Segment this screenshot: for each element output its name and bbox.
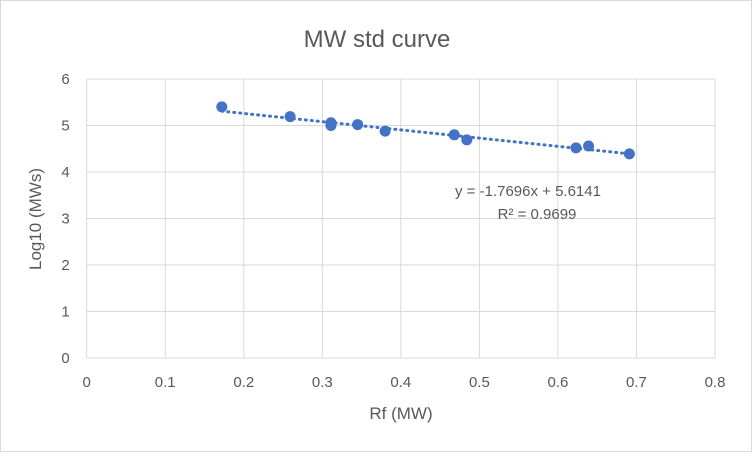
- data-point: [352, 119, 364, 131]
- x-tick-label: 0.3: [312, 374, 333, 391]
- x-tick-label: 0: [83, 374, 91, 391]
- chart-title: MW std curve: [304, 26, 451, 53]
- x-tick-label: 0.2: [233, 374, 254, 391]
- x-tick-label: 0.1: [155, 374, 176, 391]
- tick-labels: 0 0.1 0.2 0.3 0.4 0.5 0.6 0.7 0.8 0 1 2 3 4 5 6: [61, 71, 725, 391]
- y-tick-label: 6: [61, 71, 69, 88]
- y-tick-label: 2: [61, 257, 69, 274]
- x-tick-label: 0.8: [705, 374, 726, 391]
- data-point: [216, 101, 228, 113]
- x-tick-label: 0.4: [390, 374, 411, 391]
- trendline-r2: R² = 0.9699: [498, 206, 577, 223]
- data-point: [583, 140, 595, 152]
- x-tick-label: 0.7: [626, 374, 647, 391]
- x-tick-label: 0.6: [547, 374, 568, 391]
- data-point: [461, 134, 473, 146]
- x-axis-label: Rf (MW): [369, 404, 432, 423]
- data-point: [448, 129, 460, 141]
- data-point: [570, 142, 582, 154]
- data-point: [379, 125, 391, 137]
- y-tick-label: 3: [61, 211, 69, 228]
- gridlines: [86, 78, 716, 359]
- y-tick-label: 0: [61, 350, 69, 367]
- trendline-equation: y = -1.7696x + 5.6141: [455, 183, 601, 200]
- data-points: [216, 101, 635, 160]
- trendline: [220, 109, 631, 156]
- y-tick-label: 4: [61, 164, 69, 181]
- y-tick-label: 5: [61, 118, 69, 135]
- data-point: [325, 120, 337, 131]
- x-tick-label: 0.5: [469, 374, 490, 391]
- data-point: [284, 111, 296, 123]
- y-tick-label: 1: [61, 304, 69, 321]
- data-point: [623, 148, 635, 160]
- y-axis-label: Log10 (MWs): [26, 168, 45, 270]
